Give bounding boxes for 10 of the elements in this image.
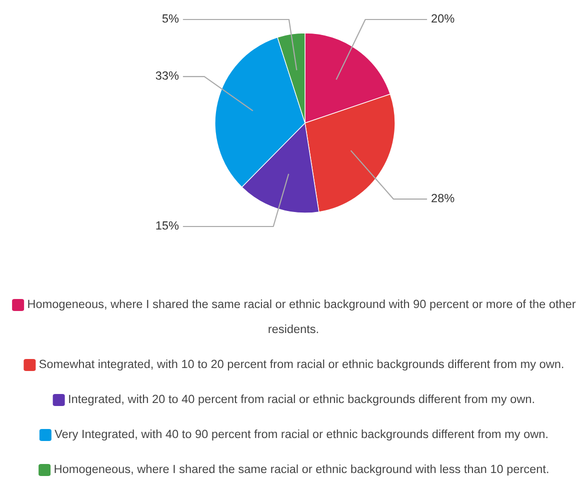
legend-label: Very Integrated, with 40 to 90 percent from racial or ethnic backgrounds different from my own.: [54, 429, 548, 441]
data-label: 15%: [156, 221, 179, 230]
legend-label: Somewhat integrated, with 10 to 20 percent from racial or ethnic backgrounds different from my own.: [39, 359, 564, 371]
data-label: 20%: [432, 14, 454, 23]
legend-label: Integrated, with 20 to 40 percent from racial or ethnic backgrounds different from my own.: [69, 394, 534, 406]
data-label: 33%: [156, 71, 179, 80]
data-label: 5%: [162, 14, 179, 23]
legend-label: Homogeneous, where I shared the same racial or ethnic background with less than 10 percent.: [54, 464, 548, 476]
data-label: 28%: [432, 194, 454, 202]
legend-label: Homogeneous, where I shared the same racial or ethnic background with 90 percent or more of the other residents.: [28, 299, 576, 334]
